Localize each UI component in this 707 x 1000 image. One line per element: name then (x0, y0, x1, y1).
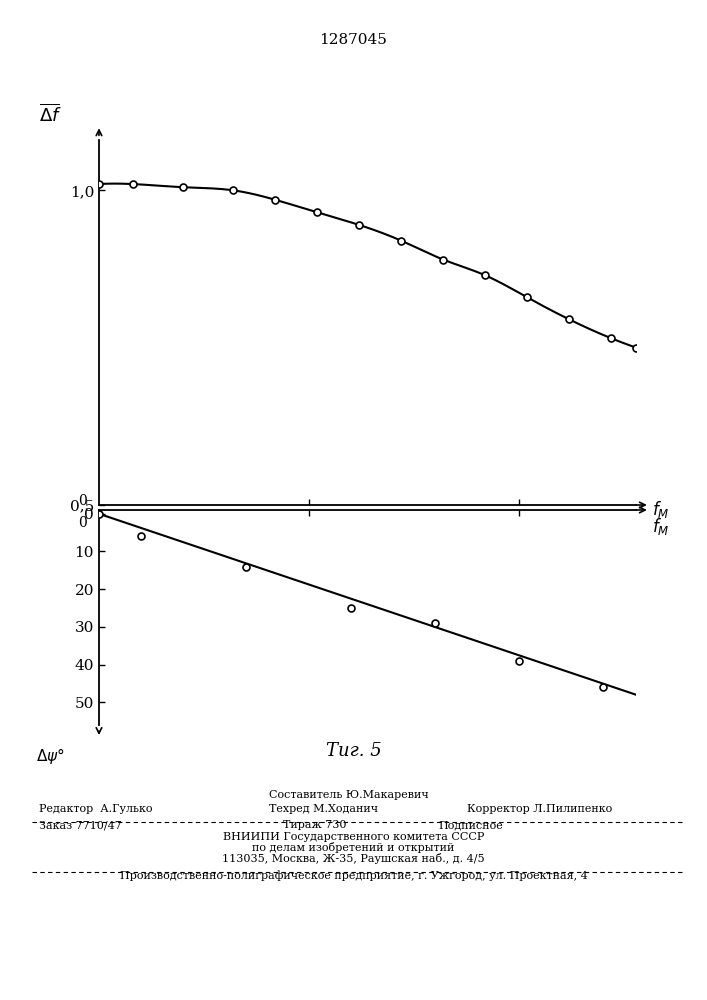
Text: Составитель Ю.Макаревич: Составитель Ю.Макаревич (269, 790, 428, 800)
Text: 0: 0 (78, 516, 87, 530)
Text: по делам изобретений и открытий: по делам изобретений и открытий (252, 842, 455, 853)
Text: $f_M$: $f_M$ (653, 499, 670, 520)
Text: Заказ 7710/47: Заказ 7710/47 (39, 820, 122, 830)
Text: Редактор  А.Гулько: Редактор А.Гулько (39, 804, 153, 814)
Text: Производственно-полиграфическое предприятие, г. Ужгород, ул. Проектная, 4: Производственно-полиграфическое предприя… (119, 870, 588, 881)
Text: Техред М.Ходанич: Техред М.Ходанич (269, 804, 378, 814)
Text: Тираж 730: Тираж 730 (283, 820, 346, 830)
Text: $\overline{\Delta f}$: $\overline{\Delta f}$ (39, 104, 62, 125)
Text: $f_M$: $f_M$ (653, 516, 670, 537)
Text: Корректор Л.Пилипенко: Корректор Л.Пилипенко (467, 804, 612, 814)
Text: ВНИИПИ Государственного комитета СССР: ВНИИПИ Государственного комитета СССР (223, 832, 484, 842)
Text: Τиг. 5: Τиг. 5 (326, 742, 381, 760)
Text: $\Delta\psi°$: $\Delta\psi°$ (36, 746, 65, 766)
Text: 0: 0 (78, 494, 87, 508)
Text: 1287045: 1287045 (320, 33, 387, 47)
Text: 113035, Москва, Ж-35, Раушская наб., д. 4/5: 113035, Москва, Ж-35, Раушская наб., д. … (222, 853, 485, 864)
Text: Подписное: Подписное (438, 820, 503, 830)
